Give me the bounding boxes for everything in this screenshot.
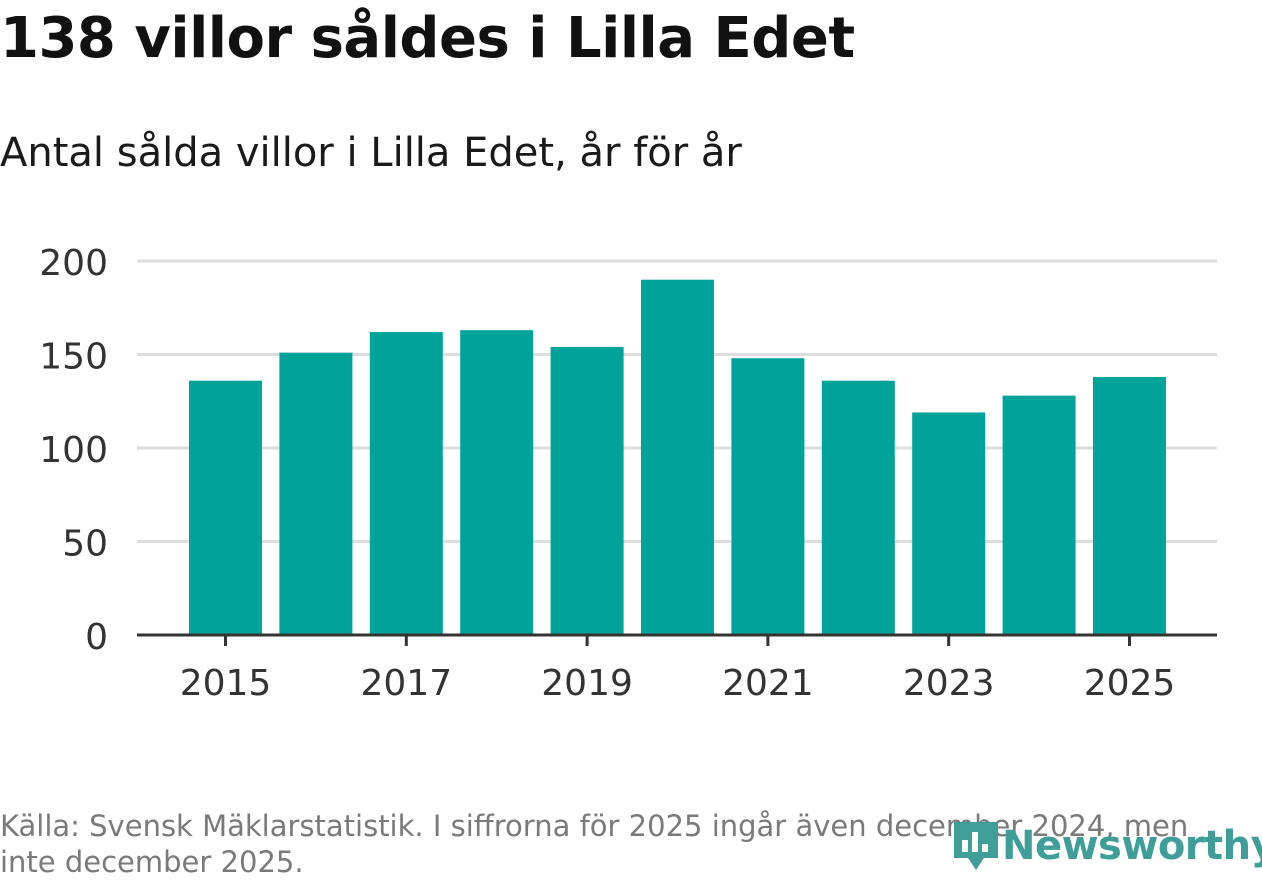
x-tick-label: 2017 xyxy=(360,663,452,704)
bar-2021 xyxy=(731,358,805,635)
bar-2024 xyxy=(1002,395,1076,635)
bar-2019 xyxy=(550,347,624,635)
x-tick-label: 2019 xyxy=(541,663,633,704)
newsworthy-logo: Newsworthy xyxy=(950,818,1262,874)
bar-2017 xyxy=(369,332,443,635)
x-tick-label: 2023 xyxy=(903,663,995,704)
x-tick-label: 2015 xyxy=(180,663,272,704)
newsworthy-logo-icon xyxy=(954,822,998,870)
newsworthy-logo-text: Newsworthy xyxy=(1002,823,1262,869)
bar-2025 xyxy=(1093,376,1166,635)
bar-2023 xyxy=(912,412,986,635)
x-tick-label: 2025 xyxy=(1084,663,1176,704)
chart-title: 138 villor såldes i Lilla Edet xyxy=(0,6,855,71)
y-tick-label: 200 xyxy=(39,243,108,284)
bar-2016 xyxy=(279,352,353,635)
bar-2018 xyxy=(460,330,534,635)
y-tick-label: 150 xyxy=(39,337,108,378)
y-tick-label: 0 xyxy=(85,617,108,658)
y-tick-label: 50 xyxy=(62,524,108,565)
bar-chart: 0 50 100 150 200 2015 2017 2019 2021 2023 2025 xyxy=(39,243,1217,704)
bar-2022 xyxy=(821,380,895,635)
x-tick-label: 2021 xyxy=(722,663,814,704)
bar-2015 xyxy=(189,380,262,635)
bar-2020 xyxy=(641,279,714,635)
chart-subtitle: Antal sålda villor i Lilla Edet, år för … xyxy=(0,130,742,176)
y-tick-label: 100 xyxy=(39,430,108,471)
